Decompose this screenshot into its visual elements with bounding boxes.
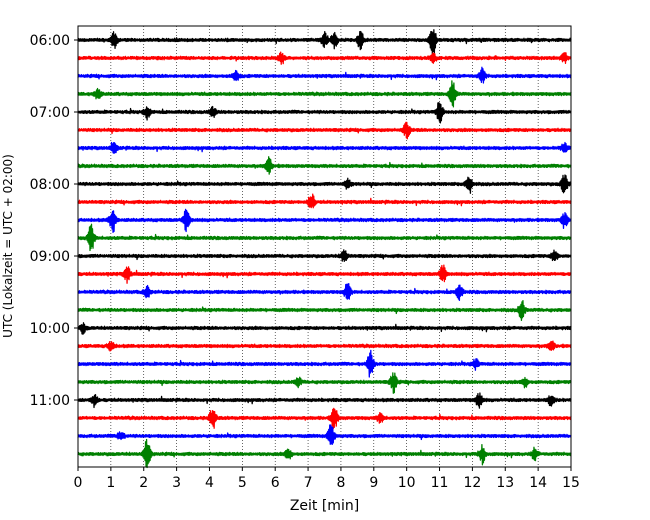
trace-0915 [77, 264, 572, 284]
trace-1045 [77, 372, 572, 394]
trace-0815 [77, 193, 572, 209]
trace-0830 [77, 208, 572, 233]
trace-0715 [77, 121, 572, 140]
x-axis-label: Zeit [min] [290, 498, 359, 514]
x-tick-label: 14 [529, 475, 547, 491]
trace-0645 [77, 80, 572, 108]
x-tick-label: 8 [336, 475, 345, 491]
trace-1130 [77, 424, 572, 446]
x-tick-label: 10 [398, 475, 416, 491]
x-tick-label: 7 [304, 475, 313, 491]
y-tick-label: 10:00 [30, 321, 70, 337]
trace-0600 [77, 29, 572, 55]
trace-1015 [77, 340, 572, 352]
y-tick-label: 09:00 [30, 249, 70, 265]
trace-0730 [77, 141, 572, 155]
trace-1000 [77, 322, 572, 335]
trace-0745 [77, 156, 572, 175]
trace-0900 [77, 249, 572, 262]
y-tick-label: 07:00 [30, 105, 70, 121]
x-tick-label: 12 [463, 475, 481, 491]
trace-1100 [77, 392, 572, 409]
plot-frame [77, 25, 572, 468]
x-tick-label: 15 [562, 475, 580, 491]
x-tick-label: 9 [369, 475, 378, 491]
trace-1115 [77, 407, 572, 430]
trace-0630 [77, 66, 572, 84]
x-tick-label: 13 [496, 475, 514, 491]
x-tick-label: 0 [74, 475, 83, 491]
y-axis-label: UTC (Lokalzeit = UTC + 02:00) [1, 154, 15, 338]
y-axis-ticks: 06:00 07:00 08:00 09:00 10:00 11:00 [30, 33, 78, 409]
x-tick-label: 6 [271, 475, 280, 491]
seismic-traces [77, 29, 572, 469]
x-tick-label: 3 [172, 475, 181, 491]
trace-0845 [77, 223, 572, 252]
x-tick-label: 4 [205, 475, 214, 491]
x-axis-ticks: 0 1 2 3 4 5 6 7 8 9 10 11 12 13 14 15 [74, 467, 580, 491]
trace-1145 [77, 438, 572, 469]
trace-0700 [77, 102, 572, 124]
trace-0930 [77, 282, 572, 302]
trace-0800 [77, 174, 572, 194]
x-tick-label: 11 [431, 475, 449, 491]
y-tick-label: 08:00 [30, 177, 70, 193]
y-tick-label: 06:00 [30, 33, 70, 49]
trace-0615 [77, 51, 572, 65]
trace-0945 [77, 299, 572, 321]
x-tick-label: 2 [139, 475, 148, 491]
x-tick-label: 5 [238, 475, 247, 491]
y-tick-label: 11:00 [30, 393, 70, 409]
trace-1030 [77, 349, 572, 378]
x-tick-label: 1 [106, 475, 115, 491]
